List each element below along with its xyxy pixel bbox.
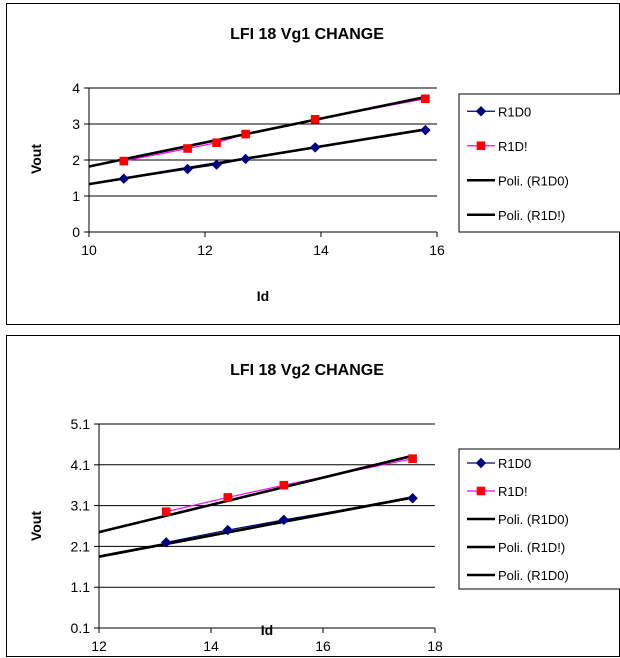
data-point: [222, 524, 234, 536]
legend-entry: R1D!: [498, 139, 528, 154]
data-point: [212, 138, 221, 148]
legend-entry: Poli. (R1D0): [498, 512, 569, 527]
data-point: [161, 507, 171, 517]
legend-entry: R1D0: [498, 104, 531, 119]
y-tick-label: 4: [72, 80, 80, 96]
data-point: [118, 173, 130, 184]
data-point: [421, 94, 430, 104]
y-axis-label: Vout: [28, 144, 44, 174]
data-point: [407, 493, 418, 504]
y-tick-label: 0.1: [71, 620, 91, 636]
x-tick-label: 16: [429, 242, 445, 258]
x-tick-label: 16: [315, 638, 331, 654]
data-point: [211, 159, 222, 170]
trendline: [88, 128, 426, 186]
x-tick-label: 14: [203, 638, 219, 654]
trendline: [98, 496, 413, 558]
legend-entry: R1D0: [498, 456, 531, 471]
x-tick-label: 12: [197, 242, 213, 258]
y-tick-label: 4.1: [71, 457, 91, 473]
y-tick-label: 3.1: [71, 498, 91, 514]
data-point: [183, 144, 192, 153]
y-axis-label: Vout: [28, 511, 44, 541]
x-tick-label: 12: [91, 638, 107, 654]
chart-panel-vg2: LFI 18 Vg2 CHANGE 0.1 1.1 2.1 3.1 4.1 5.1 12 14 1…: [6, 335, 620, 657]
chart-vg2: LFI 18 Vg2 CHANGE 0.1 1.1 2.1 3.1 4.1 5.1 12 14 1…: [28, 362, 620, 654]
legend-marker: [475, 457, 487, 469]
trendline: [98, 454, 413, 534]
data-point: [420, 124, 431, 136]
y-tick-label: 2: [72, 152, 80, 168]
data-point: [160, 537, 172, 548]
legend-marker: [475, 106, 487, 117]
x-axis-label: Id: [257, 288, 269, 304]
data-point: [240, 153, 251, 165]
x-axis-label: Id: [261, 622, 273, 638]
chart-title: LFI 18 Vg2 CHANGE: [230, 362, 384, 379]
legend-marker: [476, 486, 486, 496]
data-point: [223, 493, 233, 502]
data-point: [119, 156, 129, 166]
data-point: [241, 129, 250, 139]
chart-title: LFI 18 Vg1 CHANGE: [230, 26, 384, 43]
y-tick-label: 2.1: [71, 538, 91, 554]
y-tick-label: 3: [72, 116, 80, 132]
data-point: [309, 142, 321, 153]
legend-entry: Poli. (R1D0): [498, 568, 569, 583]
trendline: [88, 95, 426, 168]
y-tick-label: 0: [72, 224, 80, 240]
data-point: [182, 163, 193, 175]
legend-entry: R1D!: [498, 484, 528, 499]
chart-panel-vg1: LFI 18 Vg1 CHANGE 0 1 2 3 4 10 12 14 16 Id Vout R1D0…: [6, 3, 620, 325]
x-tick-label: 10: [81, 242, 97, 258]
y-tick-label: 1: [72, 188, 80, 204]
y-tick-label: 5.1: [71, 416, 91, 432]
data-point: [278, 514, 290, 526]
legend-box: [458, 93, 620, 233]
legend-marker: [476, 141, 486, 151]
y-tick-label: 1.1: [71, 579, 91, 595]
legend-entry: Poli. (R1D!): [498, 540, 565, 555]
series-line-R1D!: [123, 98, 426, 162]
data-point: [310, 115, 320, 124]
data-point: [408, 454, 417, 463]
x-tick-label: 18: [427, 638, 443, 654]
data-point: [279, 480, 289, 490]
legend-entry: Poli. (R1D0): [498, 173, 569, 188]
legend-entry: Poli. (R1D!): [498, 208, 565, 223]
x-tick-label: 14: [313, 242, 329, 258]
